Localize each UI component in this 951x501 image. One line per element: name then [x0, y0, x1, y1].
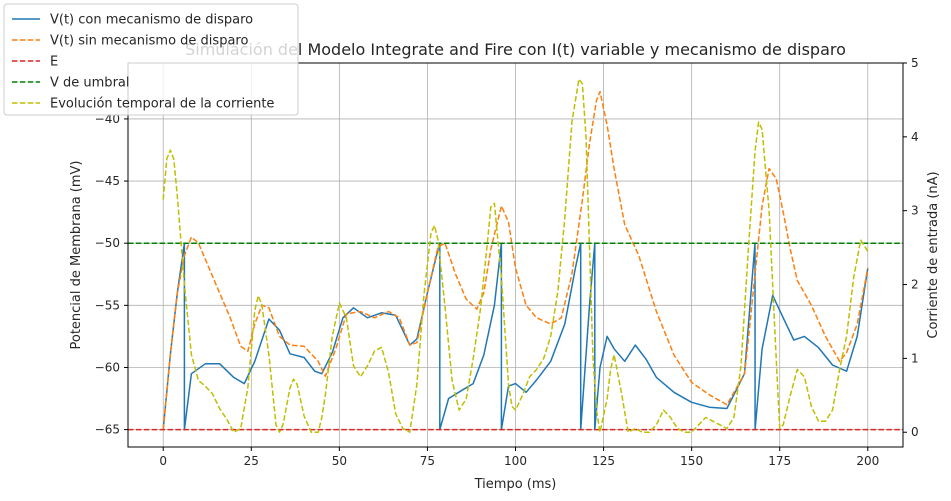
y2-tick-label: 1 [911, 351, 919, 365]
series-line [162, 90, 869, 430]
x-tick-label: 0 [159, 454, 167, 468]
y2-tick-label: 0 [911, 425, 919, 439]
x-axis-label: Tiempo (ms) [474, 477, 557, 492]
x-tick-label: 75 [420, 454, 435, 468]
legend-label: Evolución temporal de la corriente [50, 97, 274, 112]
legend-label: V(t) sin mecanismo de disparo [50, 34, 248, 49]
y-tick-label: −55 [95, 298, 120, 312]
y-axis-label: Potencial de Membrana (mV) [69, 161, 84, 350]
x-tick-label: 50 [332, 454, 347, 468]
series-line [162, 78, 869, 433]
y-tick-label: −50 [95, 236, 120, 250]
plot-series [128, 78, 903, 433]
y2-tick-label: 5 [911, 56, 919, 70]
y2-tick-label: 2 [911, 278, 919, 292]
x-tick-label: 175 [768, 454, 791, 468]
x-tick-label: 25 [244, 454, 259, 468]
chart-title: Simulación del Modelo Integrate and Fire… [185, 40, 846, 59]
legend: V(t) con mecanismo de disparo V(t) sin me… [3, 3, 299, 116]
x-tick-label: 200 [856, 454, 879, 468]
y2-axis-label: Corriente de entrada (nA) [926, 171, 941, 338]
y-tick-label: −65 [95, 423, 120, 437]
x-tick-label: 100 [504, 454, 527, 468]
legend-box [3, 3, 299, 116]
y2-tick-label: 4 [911, 130, 919, 144]
x-tick-label: 150 [680, 454, 703, 468]
y2-tick-label: 3 [911, 204, 919, 218]
y-tick-label: −60 [95, 360, 120, 374]
legend-label: V(t) con mecanismo de disparo [50, 13, 253, 28]
y-tick-label: −45 [95, 174, 120, 188]
legend-label: E [50, 55, 58, 70]
legend-label: V de umbral [50, 76, 130, 91]
x-tick-label: 125 [592, 454, 615, 468]
